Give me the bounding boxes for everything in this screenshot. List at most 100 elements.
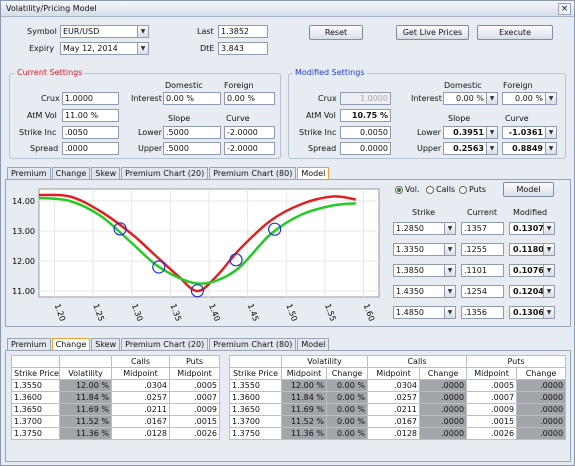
control-point[interactable] [190,284,205,298]
chevron-down-icon[interactable]: ▼ [444,286,455,297]
chevron-down-icon[interactable]: ▼ [545,143,556,154]
domestic-interest-field[interactable]: 0.00 % [163,92,221,105]
btab-change[interactable]: Change [51,338,91,351]
tab-skew[interactable]: Skew [91,167,121,180]
table-row[interactable]: 1.3750 11.36 % 0.00 % .0128.0000.0026.0000 [229,427,567,440]
table-cell: 1.3650 [11,403,60,416]
radio-puts[interactable] [459,186,467,194]
table-row[interactable]: 1.3550 12.00 % 0.00 % .0304.0000.0005.0000 [229,379,567,392]
chevron-down-icon[interactable]: ▼ [137,26,148,37]
chevron-down-icon[interactable]: ▼ [444,223,455,234]
mod-lower-slope-stepper[interactable]: 0.3951 ▼ [443,126,498,139]
chevron-down-icon[interactable]: ▼ [545,93,556,104]
foreign-interest-field[interactable]: 0.00 % [224,92,275,105]
modified-vol-stepper[interactable]: 0.1204 ▼ [509,285,555,298]
btab-premium[interactable]: Premium [7,338,51,351]
close-icon[interactable]: × [558,3,571,15]
mod-upper-curve-stepper[interactable]: 0.8849 ▼ [502,142,557,155]
chevron-down-icon[interactable]: ▼ [486,143,497,154]
volatility-group-header: Volatility [280,355,369,368]
strike-select[interactable]: 1.4350 ▼ [393,285,456,298]
chevron-down-icon[interactable]: ▼ [543,286,554,297]
chevron-down-icon[interactable]: ▼ [543,307,554,318]
table-row[interactable]: 1.3650 11.69 % .0211.0009 [11,403,220,416]
strike-select[interactable]: 1.2850 ▼ [393,222,456,235]
control-point[interactable] [152,260,166,274]
mod-upper-label: Upper [417,144,442,153]
crux-field[interactable]: 1.0000 [62,92,119,105]
radio-calls[interactable] [426,186,434,194]
chevron-down-icon[interactable]: ▼ [444,265,455,276]
mod-upper-slope-stepper[interactable]: 0.2563 ▼ [443,142,498,155]
chevron-down-icon[interactable]: ▼ [543,223,554,234]
table-row[interactable]: 1.3550 12.00 % .0304.0005 [11,379,220,392]
chevron-down-icon[interactable]: ▼ [545,127,556,138]
control-point[interactable] [229,253,243,267]
reset-button[interactable]: Reset [309,25,363,40]
modified-vol-stepper[interactable]: 0.1307 ▼ [509,222,555,235]
strike-select[interactable]: 1.4850 ▼ [393,306,456,319]
tab-change[interactable]: Change [51,167,91,180]
column-header: Midpoint [111,367,170,380]
chevron-down-icon[interactable]: ▼ [486,127,497,138]
modified-vol-stepper[interactable]: 0.1306 ▼ [509,306,555,319]
table-row[interactable]: 1.3600 11.84 % 0.00 % .0257.0000.0007.0000 [229,391,567,404]
atm-vol-label: AtM Vol [27,111,57,120]
modified-vol-stepper[interactable]: 0.1076 ▼ [509,264,555,277]
current-vol-field: .1254 [461,285,504,298]
strike-select[interactable]: 1.3350 ▼ [393,243,456,256]
chevron-down-icon[interactable]: ▼ [137,43,148,54]
chevron-down-icon[interactable]: ▼ [444,307,455,318]
tab-premium-chart-80[interactable]: Premium Chart (80) [209,167,297,180]
tab-model[interactable]: Model [297,167,330,180]
lower-slope-field[interactable]: .5000 [163,126,221,139]
spread-field[interactable]: .0000 [62,142,119,155]
modified-vol-stepper[interactable]: 0.1180 ▼ [509,243,555,256]
puts-group-header: Puts [169,355,220,368]
chevron-down-icon[interactable]: ▼ [486,93,497,104]
btab-skew[interactable]: Skew [91,338,121,351]
last-field[interactable]: 1.3852 [218,25,268,38]
control-point[interactable] [268,222,282,236]
mod-foreign-interest-stepper[interactable]: 0.00 % ▼ [502,92,557,105]
get-live-prices-button[interactable]: Get Live Prices [396,25,469,40]
radio-vol[interactable] [395,186,403,194]
dte-field[interactable]: 3.843 [218,42,268,55]
table-cell: 11.52 % [281,415,327,428]
control-point[interactable] [113,222,127,236]
tab-premium-chart-20[interactable]: Premium Chart (20) [121,167,209,180]
modified-col-header: Modified [513,208,548,217]
chevron-down-icon[interactable]: ▼ [543,265,554,276]
upper-slope-field[interactable]: .5000 [163,142,221,155]
radio-puts-label: Puts [469,185,487,194]
execute-button[interactable]: Execute [477,25,553,40]
atm-vol-field[interactable]: 11.00 % [62,109,119,122]
btab-premium-chart-20[interactable]: Premium Chart (20) [121,338,209,351]
strike-inc-field[interactable]: .0050 [62,126,119,139]
btab-model[interactable]: Model [297,338,330,351]
chevron-down-icon[interactable]: ▼ [543,244,554,255]
chevron-down-icon[interactable]: ▼ [444,244,455,255]
lower-curve-field[interactable]: -2.0000 [224,126,275,139]
mod-atm-vol-field[interactable]: 10.75 % [340,109,391,122]
table-row[interactable]: 1.3650 11.69 % 0.00 % .0211.0000.0009.0000 [229,403,567,416]
current-vol-line [38,193,357,293]
table-row[interactable]: 1.3600 11.84 % .0257.0007 [11,391,220,404]
strike-select[interactable]: 1.3850 ▼ [393,264,456,277]
btab-premium-chart-80[interactable]: Premium Chart (80) [209,338,297,351]
symbol-select[interactable]: EUR/USD ▼ [60,25,149,38]
expiry-select[interactable]: May 12, 2014 ▼ [60,42,149,55]
volatility-chart[interactable]: 1.20 1.25 1.30 1.35 1.40 1.45 1.50 1.55 1.60 14.0… [7,181,385,325]
mod-spread-label: Spread [308,144,337,153]
mod-domestic-interest-stepper[interactable]: 0.00 % ▼ [443,92,498,105]
mod-strike-inc-field[interactable]: 0.0050 [340,126,391,139]
tab-premium[interactable]: Premium [7,167,51,180]
table-row[interactable]: 1.3700 11.52 % 0.00 % .0167.0000.0015.0000 [229,415,567,428]
table-row[interactable]: 1.3750 11.36 % .0128.0026 [11,427,220,440]
table-row[interactable]: 1.3700 11.52 % .0167.0015 [11,415,220,428]
mod-lower-curve-stepper[interactable]: -1.0361 ▼ [502,126,557,139]
upper-curve-field[interactable]: -2.0000 [224,142,275,155]
model-button[interactable]: Model [503,182,554,197]
mod-spread-field[interactable]: 0.0000 [340,142,391,155]
